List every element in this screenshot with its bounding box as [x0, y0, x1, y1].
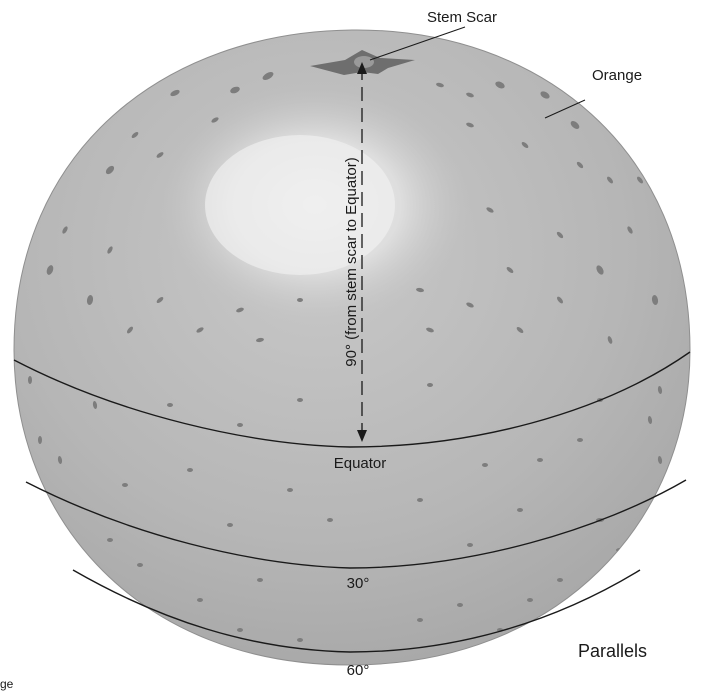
orange-label: Orange [592, 67, 642, 84]
parallels-label: Parallels [578, 641, 647, 661]
arrow-head-up-icon [357, 62, 367, 74]
parallel-30-label: 30° [347, 575, 370, 592]
cropped-caption-fragment: ge [0, 677, 14, 691]
stem-scar-leader [369, 26, 466, 61]
equator-line [13, 351, 691, 448]
orange-leader [544, 99, 586, 119]
meridian-arc-label: 90° (from stem scar to Equator) [343, 157, 360, 366]
arrow-head-down-icon [357, 430, 367, 442]
stem-scar-label: Stem Scar [427, 9, 497, 26]
parallel-lines [13, 351, 691, 653]
peel-pores [28, 72, 663, 642]
equator-label: Equator [334, 455, 387, 472]
parallel-60-line [72, 569, 641, 653]
parallel-60-label: 60° [347, 662, 370, 679]
parallel-30-line [25, 479, 687, 569]
meridian-arrow [357, 62, 367, 442]
stem-scar-icon [310, 50, 415, 75]
